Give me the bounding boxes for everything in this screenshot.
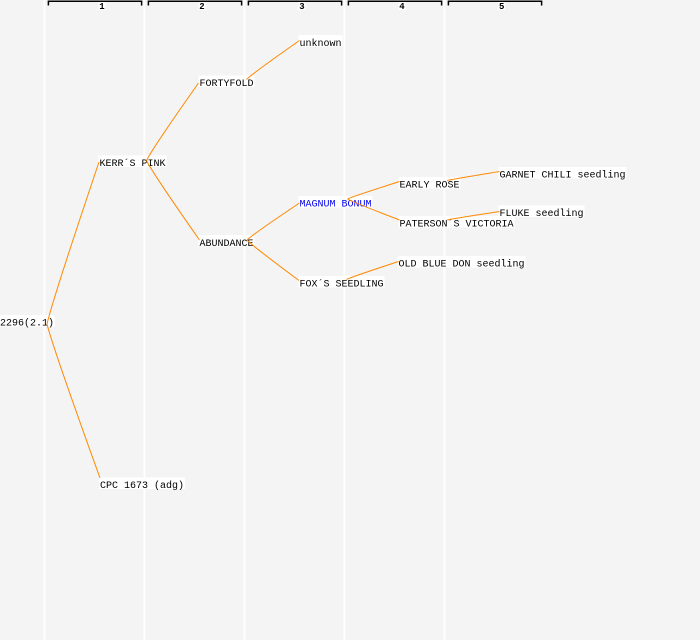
svg-text:4: 4 [399,2,405,12]
svg-text:GARNET CHILI seedling: GARNET CHILI seedling [500,170,626,182]
svg-text:FORTYFOLD: FORTYFOLD [200,79,254,90]
svg-text:EARLY ROSE: EARLY ROSE [400,180,460,191]
svg-text:2296(2.1): 2296(2.1) [0,318,54,330]
svg-text:3: 3 [299,2,304,12]
svg-text:5: 5 [499,2,504,12]
svg-text:MAGNUM BONUM: MAGNUM BONUM [300,199,372,210]
svg-text:CPC 1673 (adg): CPC 1673 (adg) [100,480,184,492]
svg-text:PATERSON´S VICTORIA: PATERSON´S VICTORIA [400,217,514,230]
svg-text:1: 1 [99,2,105,12]
svg-text:FOX´S SEEDLING: FOX´S SEEDLING [300,278,384,291]
svg-text:FLUKE seedling: FLUKE seedling [500,208,584,220]
svg-text:OLD BLUE DON seedling: OLD BLUE DON seedling [399,258,525,270]
svg-text:ABUNDANCE: ABUNDANCE [200,239,254,250]
svg-text:2: 2 [199,2,204,12]
svg-text:KERR´S PINK: KERR´S PINK [100,157,166,170]
svg-text:unknown: unknown [300,38,342,50]
